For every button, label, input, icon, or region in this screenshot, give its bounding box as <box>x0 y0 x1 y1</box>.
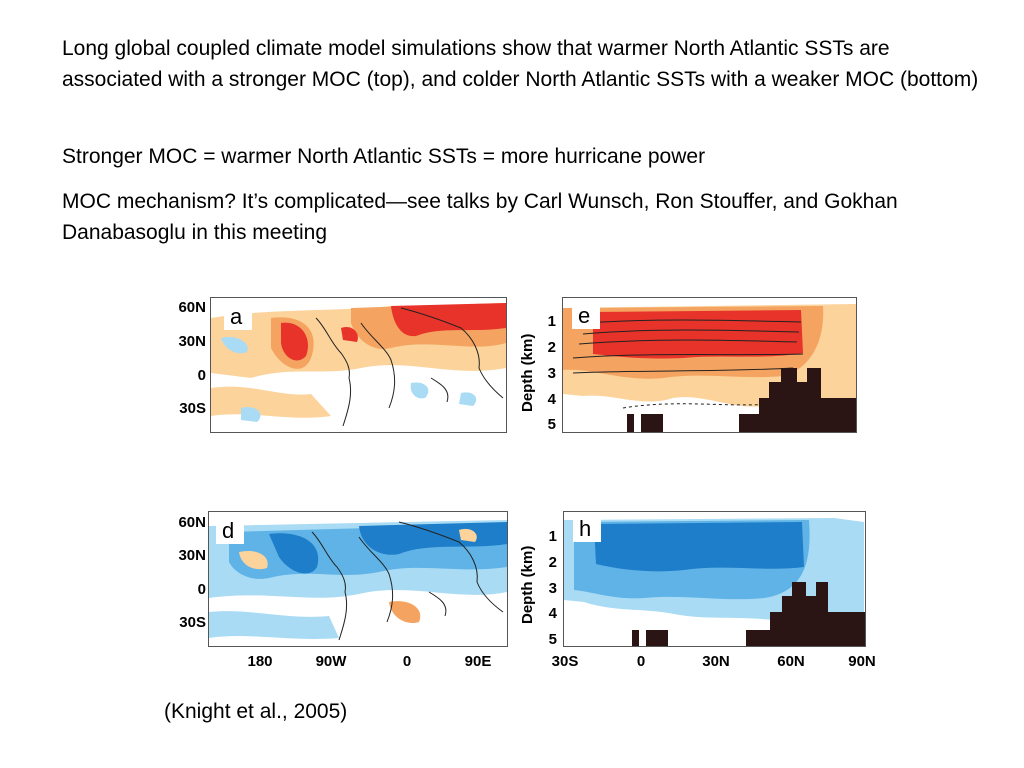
section-lat-tick-30n: 30N <box>702 653 730 670</box>
section-lat-tick-30s: 30S <box>551 653 579 670</box>
section-lat-tick-60n: 60N <box>777 653 805 670</box>
depth-tick-1-e: 1 <box>547 313 556 330</box>
depth-tick-5-h: 5 <box>548 631 557 648</box>
lat-tick-0-a: 0 <box>197 367 206 384</box>
lat-tick-30n-a: 30N <box>178 333 206 350</box>
depth-tick-3-h: 3 <box>548 580 557 597</box>
lon-tick-0: 0 <box>402 653 412 670</box>
depth-tick-1-h: 1 <box>548 528 557 545</box>
paragraph-moc-mechanism: MOC mechanism? It’s complicated—see talk… <box>62 190 898 244</box>
lat-tick-30n-d: 30N <box>178 547 206 564</box>
panel-label-d: d <box>216 520 245 544</box>
panel-label-e: e <box>572 305 601 329</box>
lat-tick-0-d: 0 <box>197 581 206 598</box>
depth-tick-2-h: 2 <box>548 554 557 571</box>
citation: (Knight et al., 2005) <box>164 700 348 723</box>
moc-section-h-graphic <box>564 512 865 646</box>
depth-tick-3-e: 3 <box>547 365 556 382</box>
panel-label-a: a <box>224 306 253 330</box>
depth-axis-label-e: Depth (km) <box>519 333 536 412</box>
lat-tick-30s-a: 30S <box>179 400 206 417</box>
lat-tick-60n-a: 60N <box>178 299 206 316</box>
moc-section-panel-e <box>562 297 857 433</box>
depth-tick-4-h: 4 <box>548 605 557 622</box>
sst-map-panel-a <box>210 297 507 433</box>
moc-section-e-graphic <box>563 298 856 432</box>
panel-label-h: h <box>573 518 602 542</box>
lat-tick-60n-d: 60N <box>178 514 206 531</box>
lat-tick-30s-d: 30S <box>179 614 206 631</box>
lon-tick-180: 180 <box>247 653 273 670</box>
lon-tick-90w: 90W <box>315 653 347 670</box>
sst-map-panel-d <box>208 511 508 647</box>
sst-map-d-graphic <box>209 512 507 646</box>
sst-map-a-graphic <box>211 298 506 432</box>
depth-tick-5-e: 5 <box>547 416 556 433</box>
lon-tick-90e: 90E <box>464 653 492 670</box>
paragraph-hurricane-power: Stronger MOC = warmer North Atlantic SST… <box>62 145 706 168</box>
section-lat-tick-0: 0 <box>636 653 646 670</box>
section-lat-tick-90n: 90N <box>848 653 876 670</box>
depth-tick-2-e: 2 <box>547 339 556 356</box>
depth-axis-label-h: Depth (km) <box>519 545 536 624</box>
moc-section-panel-h <box>563 511 866 647</box>
paragraph-model-simulations: Long global coupled climate model simula… <box>62 37 979 91</box>
depth-tick-4-e: 4 <box>547 391 556 408</box>
